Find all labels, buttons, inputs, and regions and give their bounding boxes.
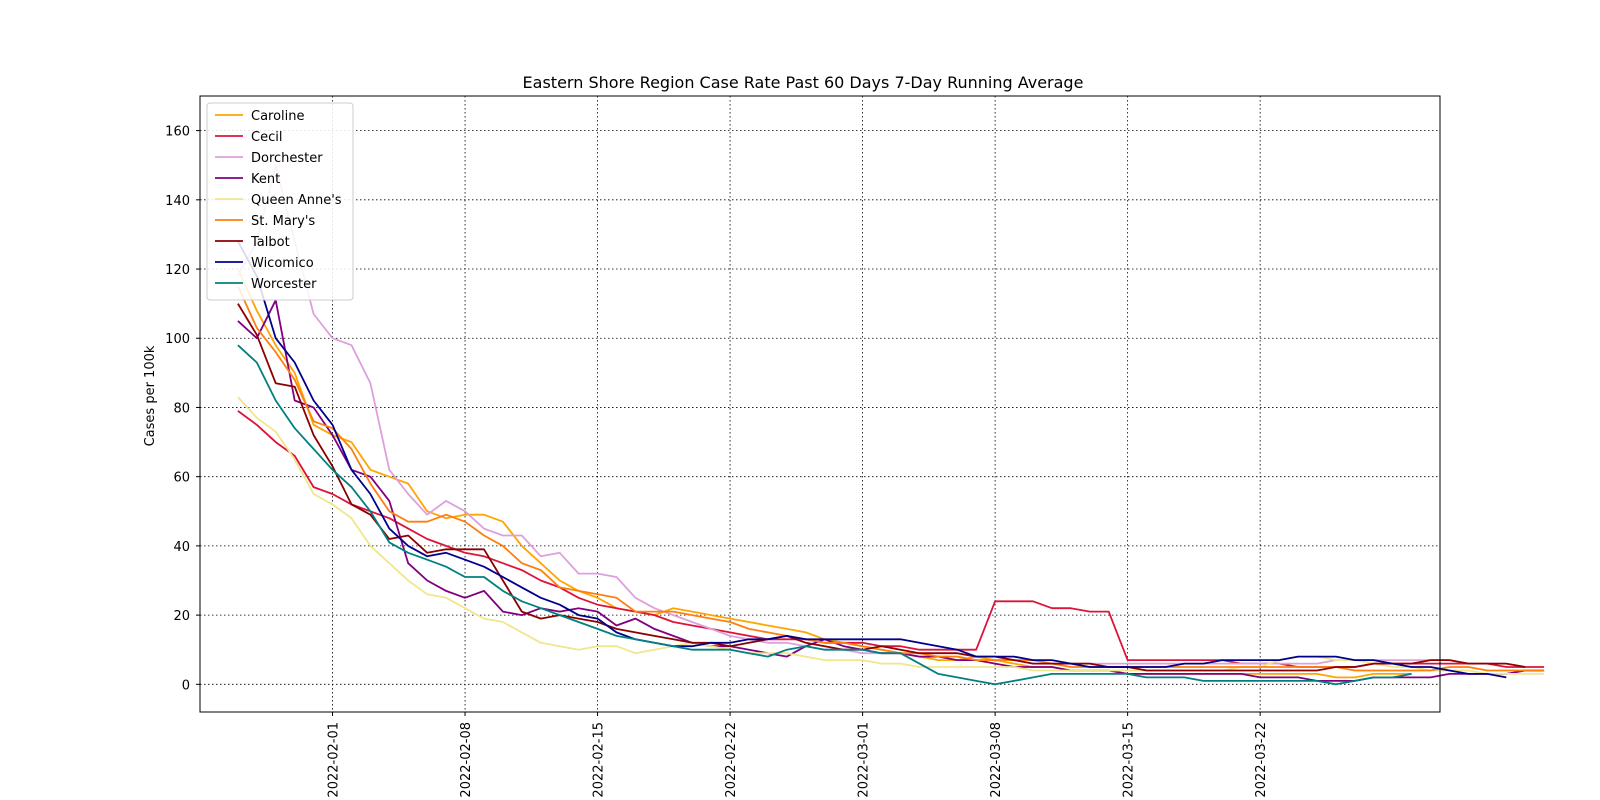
y-tick-label: 20	[173, 609, 190, 624]
y-tick-label: 160	[165, 125, 190, 140]
x-tick-label: 2022-02-08	[459, 722, 474, 798]
legend-entry: St. Mary's	[251, 214, 315, 229]
series-lines	[237, 164, 1545, 686]
y-tick-label: 0	[182, 678, 190, 693]
legend-entry: Cecil	[251, 130, 282, 145]
legend: Caroline Cecil Dorchester Kent Queen Anne's S…	[206, 102, 354, 301]
chart-title: Eastern Shore Region Case Rate Past 60 D…	[523, 73, 1084, 92]
y-tick-label: 80	[173, 401, 190, 416]
x-tick-label: 2022-03-08	[989, 722, 1004, 798]
series-line	[237, 410, 1545, 668]
y-tick-label: 60	[173, 471, 190, 486]
x-tick-label: 2022-03-01	[857, 722, 872, 798]
x-axis: 2022-02-01 2022-02-08 2022-02-15 2022-02-22…	[327, 712, 1269, 798]
series-line	[237, 240, 1507, 679]
series-line	[237, 299, 1545, 682]
x-tick-label: 2022-02-01	[327, 722, 342, 798]
x-tick-label: 2022-02-22	[724, 722, 739, 798]
legend-entry: Dorchester	[251, 151, 323, 166]
x-tick-label: 2022-03-22	[1254, 722, 1269, 798]
plot-frame	[199, 95, 1441, 713]
y-tick-label: 120	[165, 263, 190, 278]
legend-entry: Queen Anne's	[251, 193, 342, 208]
series-line	[237, 396, 1545, 675]
x-tick-label: 2022-03-15	[1122, 722, 1137, 798]
series-line	[237, 268, 1412, 679]
y-tick-label: 100	[165, 332, 190, 347]
series-line	[237, 344, 1412, 686]
grid-lines	[200, 96, 1440, 712]
y-axis-label: Cases per 100k	[143, 345, 158, 446]
x-tick-label: 2022-02-15	[592, 722, 607, 798]
legend-entry: Caroline	[251, 109, 305, 124]
legend-entry: Kent	[251, 172, 280, 187]
y-tick-label: 40	[173, 540, 190, 555]
legend-entry: Wicomico	[251, 256, 314, 271]
legend-entry: Talbot	[250, 235, 290, 250]
legend-entry: Worcester	[251, 277, 317, 292]
series-line	[237, 285, 1545, 672]
y-axis: 0 20 40 60 80 100 120 140 160	[165, 125, 200, 693]
series-line	[237, 164, 1507, 665]
series-line	[237, 303, 1526, 672]
y-tick-label: 140	[165, 194, 190, 209]
legend-frame	[206, 102, 354, 301]
